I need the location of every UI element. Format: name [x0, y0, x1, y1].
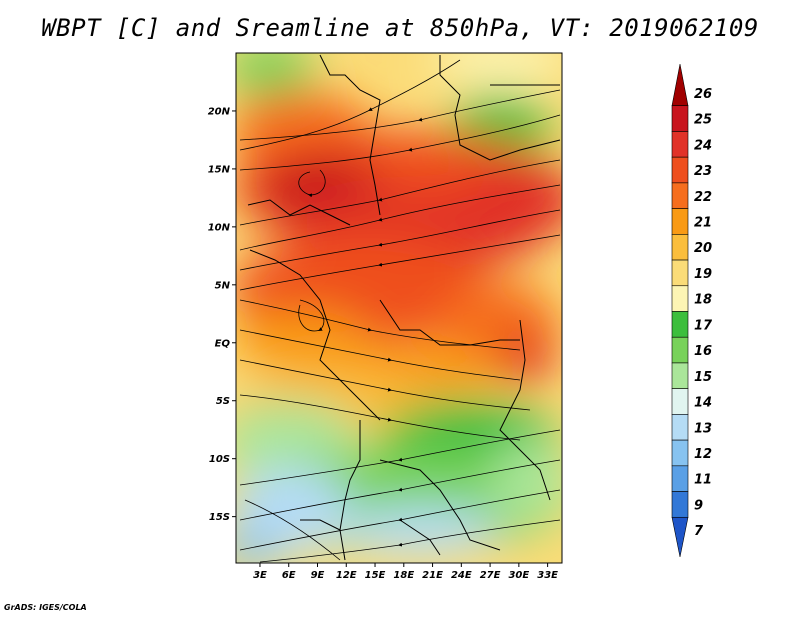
longitude-axis: 3E 6E 9E 12E 15E 18E 21E 24E 27E 30E 33E — [253, 563, 558, 581]
colorbar-label: 26 — [694, 87, 712, 102]
colorbar-swatch — [671, 182, 689, 209]
lat-tick-label: 15S — [209, 512, 230, 523]
colorbar-label: 12 — [694, 447, 712, 462]
colorbar-label: 22 — [694, 190, 712, 205]
colorbar: 26 25 24 23 22 21 20 19 18 17 16 15 14 13 12 11 9 7 — [671, 63, 713, 558]
colorbar-label: 9 — [694, 498, 703, 513]
colorbar-label: 15 — [694, 370, 712, 385]
plot-frame — [235, 52, 563, 564]
lon-tick-label: 21E — [422, 570, 443, 581]
colorbar-swatch — [671, 465, 689, 492]
colorbar-swatch — [671, 285, 689, 312]
lon-tick-label: 27E — [480, 570, 501, 581]
colorbar-label: 25 — [694, 113, 712, 128]
colorbar-swatch — [671, 105, 689, 132]
colorbar-label: 17 — [694, 318, 713, 333]
colorbar-swatch — [671, 63, 689, 107]
colorbar-swatch — [671, 208, 689, 235]
colorbar-label: 18 — [694, 293, 712, 308]
colorbar-swatch — [671, 388, 689, 415]
colorbar-swatch — [671, 362, 689, 389]
colorbar-label: 16 — [694, 344, 712, 359]
colorbar-label: 19 — [694, 267, 712, 282]
colorbar-swatch — [671, 259, 689, 287]
colorbar-label: 23 — [694, 164, 712, 179]
colorbar-swatch — [671, 131, 689, 158]
lon-tick-label: 24E — [451, 570, 472, 581]
latitude-axis: 20N 15N 10N 5N EQ 5S 10S 15S — [208, 106, 236, 523]
lon-tick-label: 15E — [365, 570, 386, 581]
colorbar-label: 7 — [694, 524, 704, 539]
map-title: WBPT [C] and Sreamline at 850hPa, VT: 20… — [41, 14, 759, 42]
colorbar-swatch — [671, 516, 689, 558]
lon-tick-label: 18E — [393, 570, 414, 581]
colorbar-label: 14 — [694, 396, 712, 411]
lat-tick-label: 15N — [208, 164, 231, 175]
colorbar-label: 11 — [694, 473, 712, 488]
colorbar-label: 13 — [694, 421, 712, 436]
lat-tick-label: 5N — [215, 280, 231, 291]
colorbar-label: 24 — [694, 138, 712, 153]
colorbar-swatch — [671, 439, 689, 467]
colorbar-label: 21 — [694, 215, 712, 230]
colorbar-swatch — [671, 311, 689, 338]
lat-tick-label: 10N — [208, 222, 231, 233]
lat-tick-label: 10S — [209, 454, 230, 465]
lat-tick-label: 5S — [216, 396, 230, 407]
colorbar-swatch — [671, 336, 689, 364]
colorbar-swatch — [671, 234, 689, 261]
lon-tick-label: 30E — [508, 570, 529, 581]
lon-tick-label: 9E — [311, 570, 325, 581]
lat-tick-label: EQ — [215, 338, 231, 349]
lon-tick-label: 3E — [253, 570, 267, 581]
streamlines — [239, 59, 561, 563]
colorbar-swatch — [671, 491, 689, 518]
credit-text: GrADS: IGES/COLA — [4, 603, 87, 612]
colorbar-swatch — [671, 156, 689, 184]
colorbar-label: 20 — [694, 241, 712, 256]
colorbar-swatch — [671, 414, 689, 441]
country-borders — [247, 54, 561, 561]
lon-tick-label: 33E — [537, 570, 558, 581]
lon-tick-label: 6E — [282, 570, 296, 581]
lat-tick-label: 20N — [208, 106, 231, 117]
temperature-field — [236, 53, 562, 563]
lon-tick-label: 12E — [336, 570, 357, 581]
